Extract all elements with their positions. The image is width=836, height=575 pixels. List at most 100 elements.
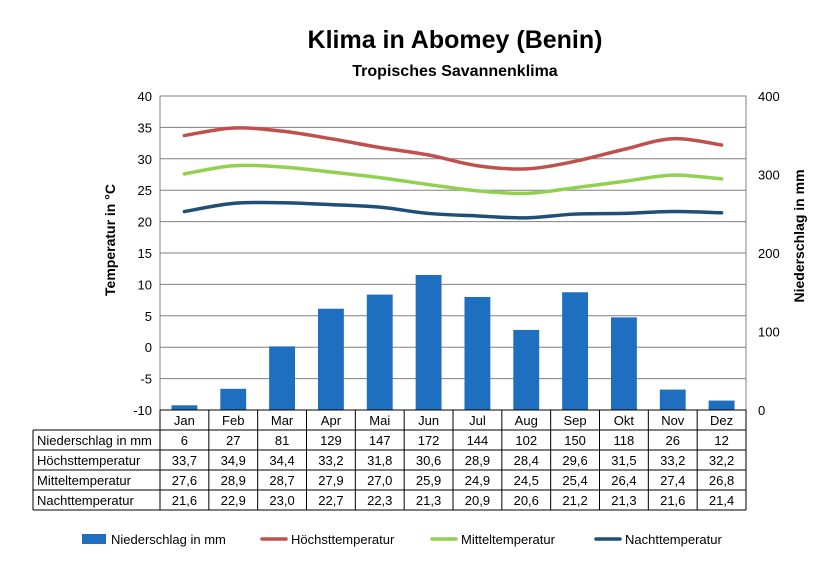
table-cell: 20,9 xyxy=(465,493,490,508)
precipitation-bar xyxy=(562,292,589,410)
legend-label: Niederschlag in mm xyxy=(111,532,226,547)
table-cell: 31,8 xyxy=(367,453,392,468)
data-table: Jan Feb Mar Apr Mai Jun Jul Aug Sep Okt Nov Dez Nied… xyxy=(32,409,747,511)
temperature-lines xyxy=(182,126,724,220)
right-tick-label: 300 xyxy=(758,168,780,183)
left-axis-title: Temperatur in °C xyxy=(102,184,118,296)
nachttemperatur-line xyxy=(182,200,724,220)
precipitation-bar xyxy=(171,405,198,410)
table-cell: 31,5 xyxy=(611,453,636,468)
right-tick-label: 200 xyxy=(758,246,780,261)
month-label: Jan xyxy=(174,413,195,428)
table-cell: 27,9 xyxy=(318,473,343,488)
month-label: Okt xyxy=(614,413,635,428)
table-cell: 21,3 xyxy=(611,493,636,508)
table-cell: 25,4 xyxy=(562,473,587,488)
table-cell: 28,9 xyxy=(465,453,490,468)
table-cell: 33,2 xyxy=(318,453,343,468)
table-row-label: Höchsttemperatur xyxy=(37,453,141,468)
table-row-label: Nachttemperatur xyxy=(37,493,134,508)
legend: Niederschlag in mm Höchsttemperatur Mittel… xyxy=(82,532,722,547)
left-tick-label: 10 xyxy=(138,277,152,292)
precipitation-bar xyxy=(415,274,442,410)
precipitation-bars xyxy=(171,274,735,410)
legend-label: Mitteltemperatur xyxy=(461,532,556,547)
table-cell: 23,0 xyxy=(269,493,294,508)
left-tick-label: 5 xyxy=(145,309,152,324)
table-cell: 26 xyxy=(666,433,680,448)
table-row-label: Mitteltemperatur xyxy=(37,473,132,488)
legend-swatch-niederschlag-in-mm xyxy=(82,534,106,544)
chart-title: Klima in Abomey (Benin) xyxy=(308,26,603,54)
right-tick-label: 100 xyxy=(758,325,780,340)
table-cell: 27,4 xyxy=(660,473,685,488)
precipitation-bar xyxy=(366,294,393,410)
table-cell: 20,6 xyxy=(514,493,539,508)
month-label: Nov xyxy=(661,413,685,428)
table-cell: 118 xyxy=(614,433,635,448)
table-cell: 26,8 xyxy=(709,473,734,488)
right-axis-ticks: 400 300 200 100 0 xyxy=(758,89,780,418)
table-cell: 6 xyxy=(181,433,188,448)
h-chsttemperatur-line xyxy=(182,126,724,171)
table-cell: 32,2 xyxy=(709,453,734,468)
left-tick-label: 40 xyxy=(138,89,152,104)
table-cell: 172 xyxy=(418,433,440,448)
table-cell: 25,9 xyxy=(416,473,441,488)
table-cell: 22,3 xyxy=(367,493,392,508)
table-cell: 28,4 xyxy=(514,453,539,468)
table-cell: 34,9 xyxy=(221,453,246,468)
precipitation-bar xyxy=(659,389,686,410)
table-cell: 21,3 xyxy=(416,493,441,508)
left-tick-label: 25 xyxy=(138,183,152,198)
table-cell: 21,6 xyxy=(172,493,197,508)
table-cell: 12 xyxy=(714,433,728,448)
table-cell: 28,7 xyxy=(269,473,294,488)
table-cell: 27,6 xyxy=(172,473,197,488)
table-cell: 33,2 xyxy=(660,453,685,468)
table-cell: 27 xyxy=(226,433,240,448)
left-tick-label: -5 xyxy=(140,372,152,387)
legend-label: Nachttemperatur xyxy=(625,532,722,547)
month-label: Mai xyxy=(369,413,390,428)
precipitation-bar xyxy=(220,388,247,410)
precipitation-bar xyxy=(708,400,735,410)
table-cell: 24,5 xyxy=(514,473,539,488)
left-tick-label: -10 xyxy=(133,403,152,418)
month-label: Jun xyxy=(418,413,439,428)
precipitation-bar xyxy=(610,317,637,410)
table-cell: 102 xyxy=(515,433,537,448)
table-cell: 150 xyxy=(564,433,586,448)
left-tick-label: 35 xyxy=(138,120,152,135)
month-label: Dez xyxy=(710,413,733,428)
right-tick-label: 400 xyxy=(758,89,780,104)
left-tick-label: 30 xyxy=(138,152,152,167)
precipitation-bar xyxy=(269,346,296,410)
table-cell: 21,6 xyxy=(660,493,685,508)
table-cell: 21,4 xyxy=(709,493,734,508)
table-cell: 28,9 xyxy=(221,473,246,488)
left-tick-label: 15 xyxy=(138,246,152,261)
table-row-label: Niederschlag in mm xyxy=(37,433,152,448)
month-label: Aug xyxy=(515,413,538,428)
gridlines xyxy=(159,95,747,411)
mitteltemperatur-line xyxy=(182,163,724,196)
table-cell: 34,4 xyxy=(269,453,294,468)
month-label: Mar xyxy=(271,413,294,428)
legend-label: Höchsttemperatur xyxy=(291,532,395,547)
table-cell: 144 xyxy=(467,433,489,448)
table-cell: 29,6 xyxy=(562,453,587,468)
precipitation-bar xyxy=(513,329,540,410)
month-label: Feb xyxy=(222,413,244,428)
precipitation-bar xyxy=(317,308,344,410)
table-cell: 21,2 xyxy=(562,493,587,508)
table-cell: 22,9 xyxy=(221,493,246,508)
right-axis-title: Niederschlag in mm xyxy=(791,169,807,302)
table-cell: 24,9 xyxy=(465,473,490,488)
right-tick-label: 0 xyxy=(758,403,765,418)
table-cell: 129 xyxy=(320,433,342,448)
left-tick-label: 0 xyxy=(145,340,152,355)
table-cell: 147 xyxy=(369,433,391,448)
left-tick-label: 20 xyxy=(138,215,152,230)
